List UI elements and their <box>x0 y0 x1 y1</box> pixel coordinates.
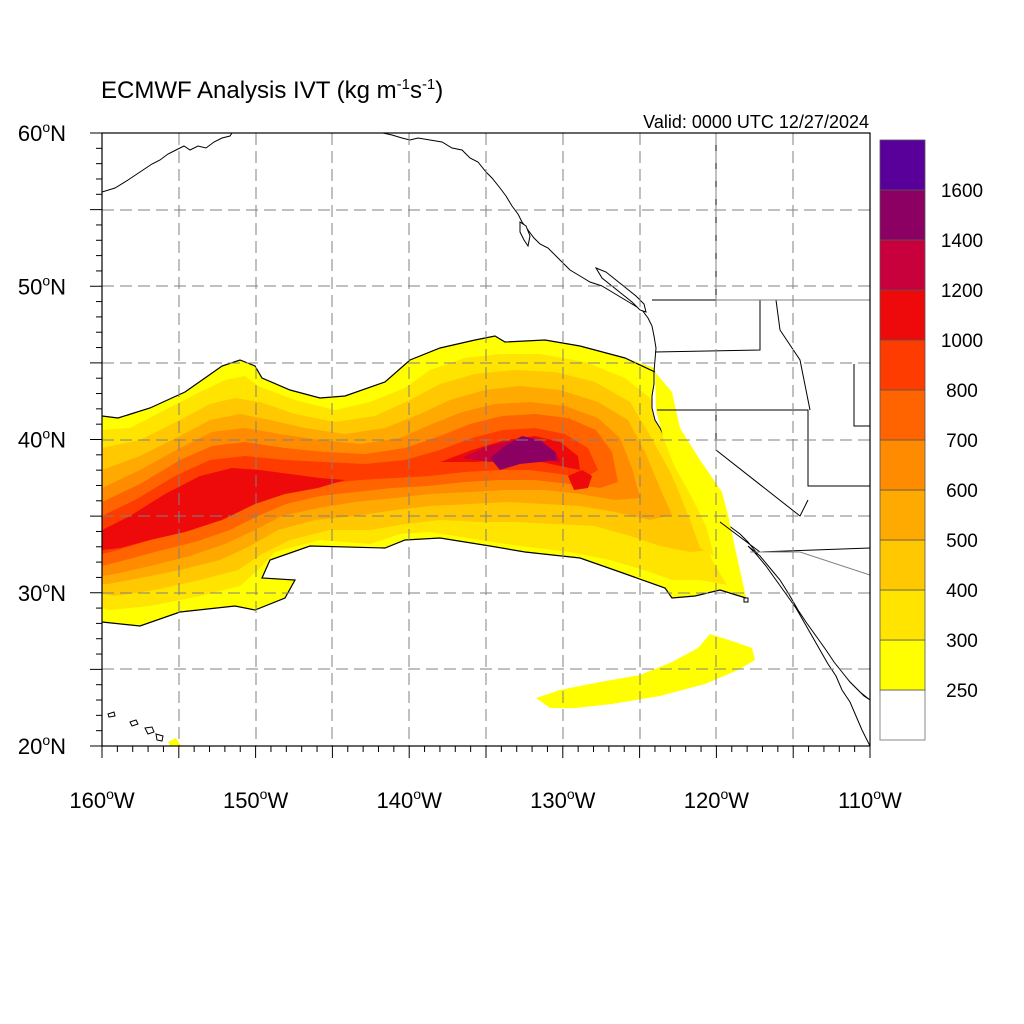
colorbar-label: 1200 <box>941 281 983 302</box>
colorbar-box <box>879 439 926 491</box>
lon-label: 140oW <box>377 786 443 813</box>
colorbar-label: 500 <box>946 531 978 552</box>
colorbar-label: 400 <box>946 581 978 602</box>
colorbar-box <box>879 189 926 241</box>
colorbar-label: 600 <box>946 481 978 502</box>
latitude-labels: 60oN 50oN 40oN 30oN 20oN <box>18 119 66 759</box>
ivt-contour-1400 <box>490 436 556 470</box>
lat-label: 50oN <box>18 272 66 299</box>
ivt-contour-250-island <box>536 634 755 708</box>
colorbar-box <box>879 289 926 341</box>
lon-label: 110oW <box>838 786 902 813</box>
lat-label: 20oN <box>18 732 66 759</box>
colorbar-label: 1600 <box>941 181 983 202</box>
colorbar-label: 250 <box>946 681 978 702</box>
lon-label: 160oW <box>69 786 135 813</box>
colorbar-box <box>879 639 926 691</box>
ivt-contour-1000 <box>102 468 345 550</box>
coastlines <box>102 133 870 746</box>
colorbar-label: 1400 <box>941 231 983 252</box>
lat-label: 30oN <box>18 579 66 606</box>
colorbar-box <box>879 389 926 441</box>
map-gridlines <box>102 133 870 746</box>
longitude-labels: 160oW 150oW 140oW 130oW 120oW 110oW <box>69 786 902 813</box>
colorbar-box <box>879 539 926 591</box>
colorbar-label: 800 <box>946 381 978 402</box>
colorbar-label: 1000 <box>941 331 983 352</box>
map-title: ECMWF Analysis IVT (kg m-1s-1) <box>101 76 443 104</box>
colorbar-box <box>879 489 926 541</box>
ivt-contour-250-speck <box>168 738 181 746</box>
lat-label: 60oN <box>18 119 66 146</box>
colorbar-box <box>879 589 926 641</box>
lon-label: 120oW <box>684 786 750 813</box>
lat-label: 40oN <box>18 426 66 453</box>
colorbar-label: 300 <box>946 631 978 652</box>
colorbar-box <box>879 139 926 191</box>
valid-time: Valid: 0000 UTC 12/27/2024 <box>643 112 869 132</box>
colorbar-box <box>879 339 926 391</box>
map-panel <box>102 133 870 746</box>
colorbar: 250 300 400 500 600 700 800 1000 1200 1400 1600 <box>879 139 983 741</box>
colorbar-box <box>879 239 926 291</box>
lon-label: 150oW <box>223 786 289 813</box>
colorbar-label: 700 <box>946 431 978 452</box>
colorbar-box-below-250 <box>879 689 926 741</box>
lon-label: 130oW <box>530 786 596 813</box>
axis-ticks <box>90 132 871 758</box>
